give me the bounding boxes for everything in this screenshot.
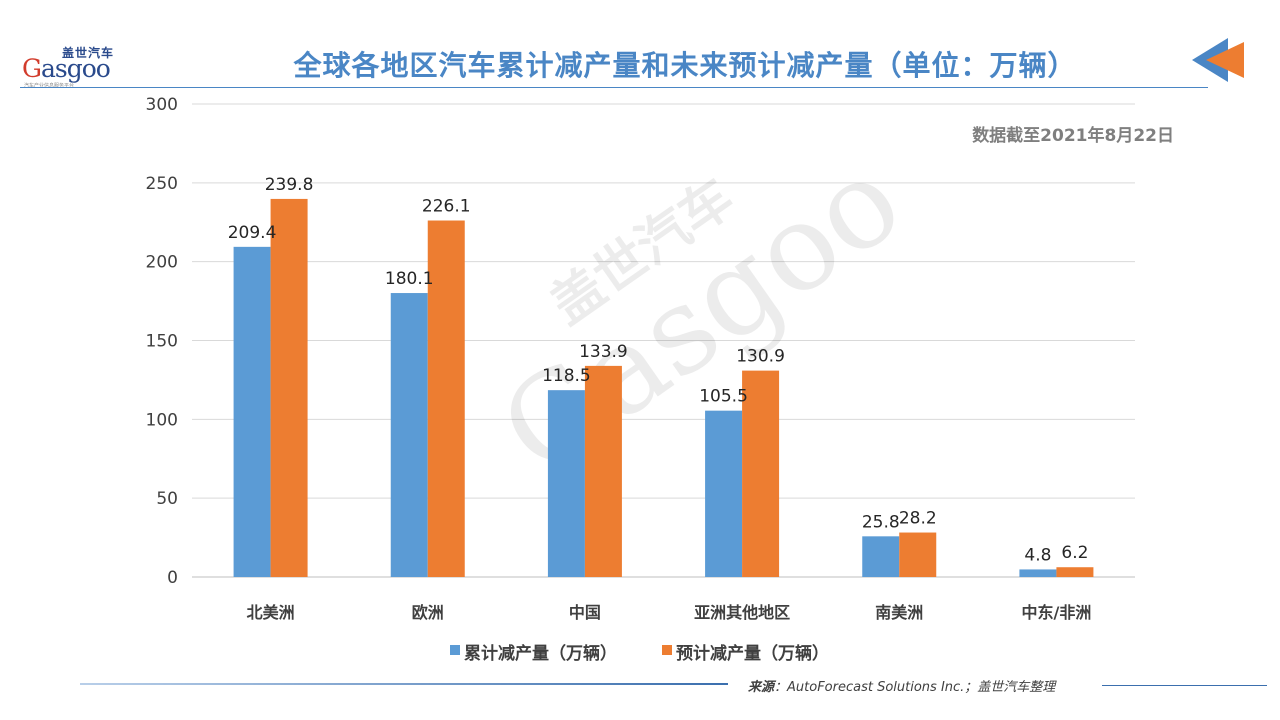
bar <box>899 532 937 577</box>
x-tick-label: 亚洲其他地区 <box>694 603 790 622</box>
footer-divider-right <box>1102 685 1267 686</box>
bar <box>547 390 585 577</box>
y-tick-label: 300 <box>146 95 178 115</box>
bar <box>1019 569 1057 577</box>
bar <box>427 220 465 577</box>
bar-value-label: 133.9 <box>579 342 628 362</box>
data-date-note: 数据截至2021年8月22日 <box>972 126 1174 146</box>
legend-label: 预计减产量（万辆） <box>676 643 829 664</box>
logo-chinese-name: 盖世汽车 <box>62 46 115 60</box>
gasgoo-logo: 盖世汽车 Gasgoo 汽车产业信息服务平台 <box>22 44 134 90</box>
chart-title: 全球各地区汽车累计减产量和未来预计减产量（单位：万辆） <box>293 49 1077 82</box>
x-tick-label: 中国 <box>569 603 601 622</box>
y-tick-label: 0 <box>167 568 178 588</box>
x-tick-label: 中东/非洲 <box>1021 603 1091 622</box>
bar <box>862 536 900 577</box>
bar-value-label: 4.8 <box>1024 545 1051 565</box>
bar <box>1056 567 1094 577</box>
back-arrow-icon[interactable] <box>1188 36 1250 84</box>
bar-value-label: 25.8 <box>862 512 900 532</box>
x-tick-label: 南美洲 <box>875 603 923 622</box>
y-tick-label: 200 <box>146 253 178 273</box>
bar-value-label: 105.5 <box>699 387 748 407</box>
bar <box>390 293 428 577</box>
logo-english-name: Gasgoo <box>22 54 111 83</box>
bar <box>742 370 780 577</box>
y-tick-label: 100 <box>146 410 178 430</box>
bar-value-label: 6.2 <box>1061 543 1088 563</box>
source-note: 来源：AutoForecast Solutions Inc.；盖世汽车整理 <box>748 680 1056 695</box>
bar-value-label: 209.4 <box>228 223 277 243</box>
bar-value-label: 118.5 <box>542 366 591 386</box>
y-tick-label: 250 <box>146 174 178 194</box>
title-divider <box>20 87 1208 88</box>
legend-swatch <box>450 645 460 655</box>
bar <box>584 365 622 577</box>
bar-value-label: 239.8 <box>265 175 314 195</box>
bar-value-label: 180.1 <box>385 269 434 289</box>
footer-divider-left <box>80 683 728 685</box>
bar-value-label: 130.9 <box>736 347 785 367</box>
x-tick-label: 欧洲 <box>412 603 444 622</box>
y-tick-label: 150 <box>146 332 178 352</box>
bar-value-label: 28.2 <box>899 509 937 529</box>
bar <box>233 246 271 577</box>
legend-swatch <box>662 645 672 655</box>
y-tick-label: 50 <box>156 489 178 509</box>
bar-value-label: 226.1 <box>422 197 471 217</box>
bar <box>705 410 743 577</box>
legend-label: 累计减产量（万辆） <box>464 643 617 664</box>
watermark-logo: 盖世汽车 Gasgoo <box>477 130 926 502</box>
logo-tagline: 汽车产业信息服务平台 <box>24 83 75 89</box>
x-tick-label: 北美洲 <box>247 603 295 622</box>
bar <box>270 198 308 577</box>
